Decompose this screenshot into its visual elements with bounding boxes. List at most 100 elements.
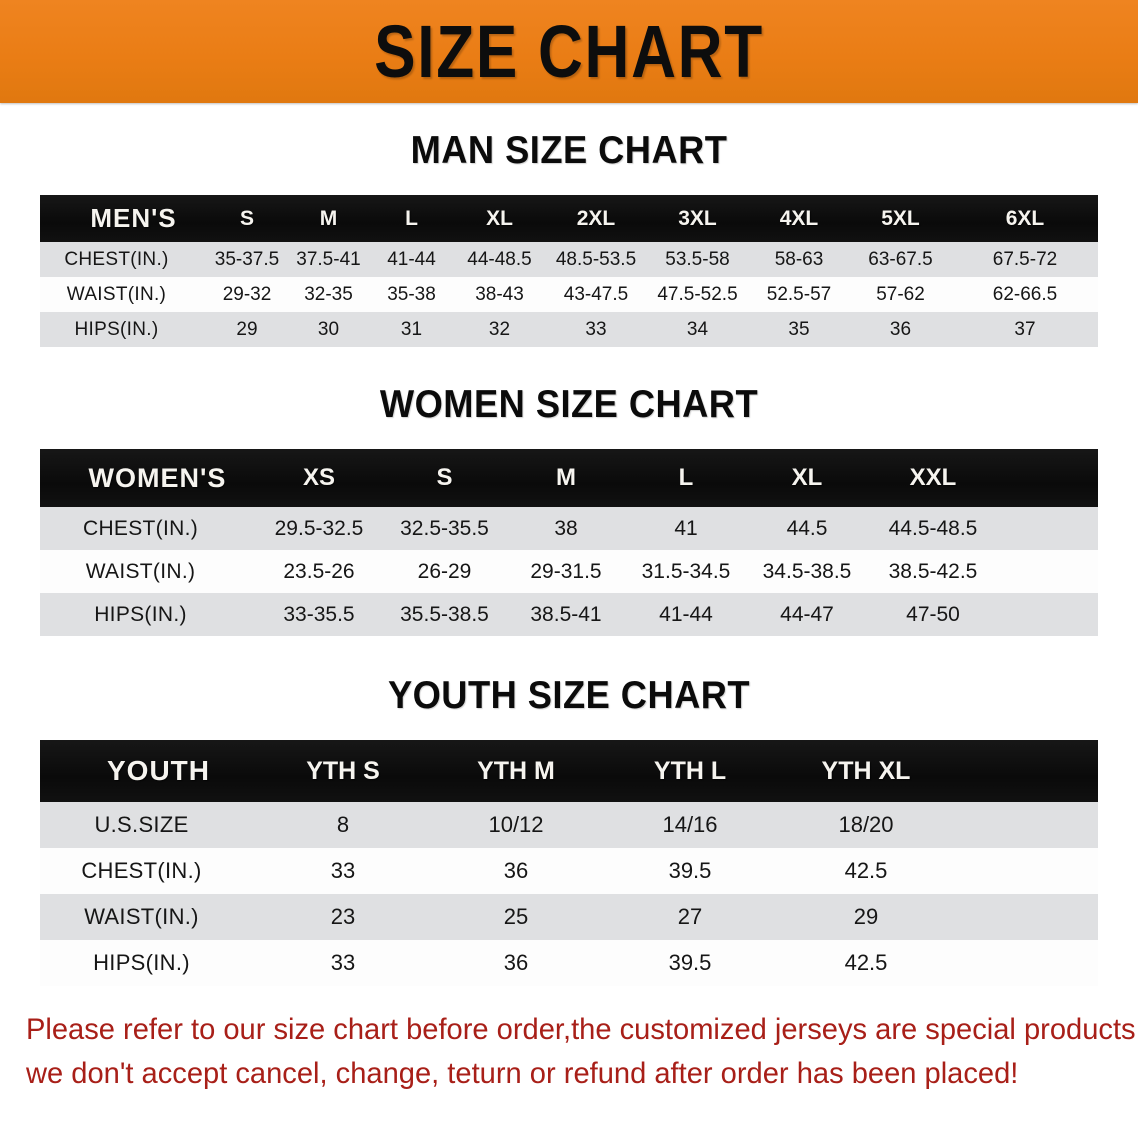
table-cell: 36 [503, 950, 529, 975]
table-cell: 34 [686, 318, 709, 340]
table-cell: 37 [1014, 318, 1036, 340]
table-row: U.S.SIZE 8 10/12 14/16 18/20 [40, 802, 1098, 848]
table-cell: 35-37.5 [214, 248, 280, 270]
table-cell: 23.5-26 [283, 559, 355, 583]
table-cell: 38-43 [475, 283, 524, 305]
table-row: HIPS(IN.) 33 36 39.5 42.5 [40, 940, 1098, 986]
table-cell: 29-31.5 [530, 559, 602, 583]
table-cell: 57-62 [876, 283, 925, 305]
page-banner: SIZE CHART [0, 0, 1138, 103]
disclaimer-line-1: Please refer to our size chart before or… [26, 1013, 1138, 1046]
table-cell: 53.5-58 [665, 248, 730, 270]
youth-col-header: YTH XL [821, 756, 911, 785]
table-cell: 29.5-32.5 [274, 516, 364, 540]
man-size-table: MEN'S S M L XL 2XL 3XL 4XL 5XL 6XL CHEST… [40, 195, 1098, 347]
youth-table-header-row: YOUTH YTH S YTH M YTH L YTH XL [40, 740, 1098, 802]
table-row: CHEST(IN.) 35-37.5 37.5-41 41-44 44-48.5… [40, 242, 1098, 277]
table-cell-empty [955, 802, 1098, 848]
table-cell: 29-32 [222, 283, 272, 305]
table-cell: 32-35 [304, 283, 353, 305]
disclaimer-text: Please refer to our size chart before or… [26, 1008, 1138, 1095]
table-cell: 43-47.5 [563, 283, 629, 305]
man-col-header: 5XL [881, 206, 920, 230]
table-cell: 36 [889, 318, 912, 340]
table-cell: 10/12 [488, 812, 544, 837]
table-cell: 58-63 [774, 248, 824, 270]
women-corner-label: WOMEN'S [88, 462, 227, 493]
man-col-header: 4XL [779, 206, 819, 230]
table-cell: 33 [585, 318, 607, 340]
table-cell: 38.5-42.5 [888, 559, 978, 583]
table-cell: 36 [503, 858, 529, 883]
women-col-header: XS [302, 464, 335, 491]
table-cell: 44-48.5 [467, 248, 532, 270]
table-cell: 35 [788, 318, 810, 340]
women-size-section: WOMEN SIZE CHART WOMEN'S XS S M L XL XXL… [0, 383, 1138, 636]
women-col-header-empty [998, 449, 1098, 507]
table-cell: 32.5-35.5 [400, 516, 489, 540]
table-cell: 8 [336, 812, 350, 837]
table-cell: 31 [400, 318, 423, 340]
table-row: WAIST(IN.) 29-32 32-35 35-38 38-43 43-47… [40, 277, 1098, 312]
table-cell: 48.5-53.5 [555, 248, 637, 270]
man-col-header: 6XL [1005, 206, 1045, 230]
table-cell: 33 [330, 950, 356, 975]
table-cell: 42.5 [844, 858, 888, 883]
man-section-title: MAN SIZE CHART [410, 129, 728, 172]
youth-row-label: CHEST(IN.) [81, 858, 202, 883]
table-cell: 62-66.5 [992, 283, 1058, 305]
man-row-label: WAIST(IN.) [66, 283, 167, 305]
table-cell: 35-38 [387, 283, 436, 305]
page-title: SIZE CHART [374, 9, 764, 93]
table-cell: 38 [554, 516, 578, 540]
table-cell-empty [998, 507, 1098, 550]
table-row: CHEST(IN.) 33 36 39.5 42.5 [40, 848, 1098, 894]
table-cell: 14/16 [662, 812, 718, 837]
table-cell: 34.5-38.5 [762, 559, 852, 583]
man-col-header: S [239, 206, 254, 230]
table-row: HIPS(IN.) 33-35.5 35.5-38.5 38.5-41 41-4… [40, 593, 1098, 636]
women-section-title: WOMEN SIZE CHART [379, 383, 759, 426]
women-col-header: M [556, 464, 576, 491]
table-cell-empty [955, 848, 1098, 894]
table-row: WAIST(IN.) 23.5-26 26-29 29-31.5 31.5-34… [40, 550, 1098, 593]
youth-row-label: U.S.SIZE [94, 812, 189, 837]
youth-row-label: WAIST(IN.) [84, 904, 199, 929]
table-cell-empty [955, 894, 1098, 940]
women-row-label: CHEST(IN.) [83, 516, 198, 540]
table-row: CHEST(IN.) 29.5-32.5 32.5-35.5 38 41 44.… [40, 507, 1098, 550]
man-col-header: 3XL [678, 206, 717, 230]
table-cell: 39.5 [668, 950, 712, 975]
man-size-section: MAN SIZE CHART MEN'S S M L XL 2XL 3XL 4X… [0, 129, 1138, 347]
table-row: WAIST(IN.) 23 25 27 29 [40, 894, 1098, 940]
table-cell: 18/20 [838, 812, 894, 837]
man-col-header: XL [486, 206, 513, 230]
man-row-label: HIPS(IN.) [74, 318, 159, 340]
man-corner-label: MEN'S [90, 203, 177, 233]
youth-corner-label: YOUTH [107, 755, 210, 786]
table-cell: 41-44 [659, 602, 713, 626]
man-table-header-row: MEN'S S M L XL 2XL 3XL 4XL 5XL 6XL [40, 195, 1098, 242]
table-cell: 44.5-48.5 [888, 516, 978, 540]
youth-size-table: YOUTH YTH S YTH M YTH L YTH XL U.S.SIZE … [40, 740, 1098, 986]
youth-size-section: YOUTH SIZE CHART YOUTH YTH S YTH M YTH L… [0, 674, 1138, 986]
disclaimer-line-2: we don't accept cancel, change, teturn o… [26, 1056, 1019, 1090]
table-cell-empty [955, 940, 1098, 986]
youth-row-label: HIPS(IN.) [93, 950, 190, 975]
women-col-header: XL [791, 464, 823, 491]
table-cell: 23 [330, 904, 356, 929]
table-cell: 44.5 [786, 516, 828, 540]
table-cell: 42.5 [844, 950, 888, 975]
youth-col-header-empty [955, 740, 1098, 802]
youth-col-header: YTH M [477, 756, 555, 785]
table-cell: 39.5 [668, 858, 712, 883]
table-cell: 37.5-41 [296, 248, 361, 270]
table-cell: 29 [236, 318, 258, 340]
table-cell: 26-29 [417, 559, 472, 583]
women-row-label: WAIST(IN.) [85, 559, 196, 583]
women-row-label: HIPS(IN.) [94, 602, 187, 626]
table-cell: 25 [503, 904, 529, 929]
women-size-table: WOMEN'S XS S M L XL XXL CHEST(IN.) 29.5-… [40, 449, 1098, 636]
table-row: HIPS(IN.) 29 30 31 32 33 34 35 36 37 [40, 312, 1098, 347]
women-table-header-row: WOMEN'S XS S M L XL XXL [40, 449, 1098, 507]
